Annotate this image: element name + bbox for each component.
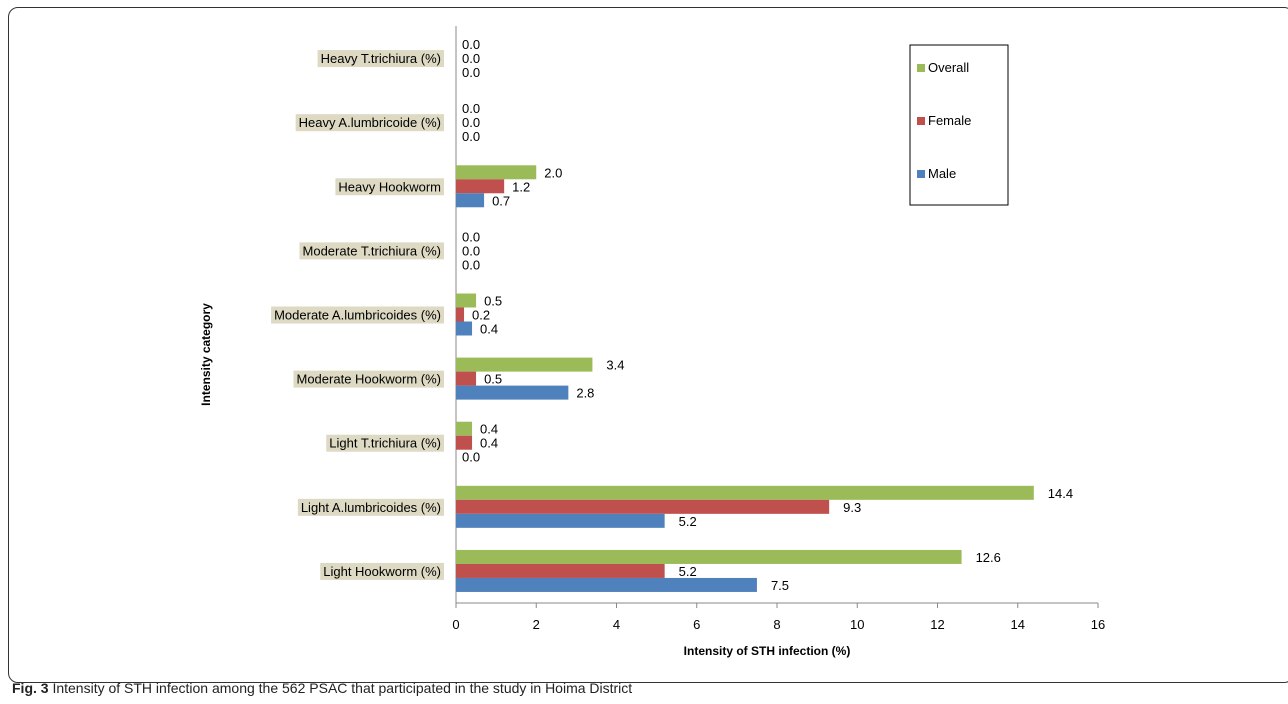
legend-label-female: Female [928,113,971,128]
x-tick-label: 4 [613,617,620,632]
data-label-male: 7.5 [771,578,789,593]
x-tick-label: 14 [1011,617,1025,632]
data-label-female: 0.0 [462,115,480,130]
data-label-female: 0.2 [472,308,490,323]
bar-overall [456,485,1034,500]
x-tick-label: 6 [693,617,700,632]
data-label-male: 5.2 [679,514,697,529]
legend-label-male: Male [928,166,956,181]
bar-male [456,321,473,336]
bar-female [456,435,473,450]
data-label-male: 0.0 [462,129,480,144]
data-label-overall: 0.0 [462,101,480,116]
category-label-highlight [297,498,444,516]
category-label: Moderate Hookworm (%) [297,372,442,387]
legend-swatch-female [917,117,925,125]
category-label: Moderate T.trichiura (%) [303,243,441,258]
category-label: Heavy A.lumbricoide (%) [299,115,441,130]
category-label-highlight [299,242,444,260]
legend-box [909,44,1009,206]
bar-male [456,385,569,400]
category-label: Light Hookworm (%) [323,564,441,579]
data-label-overall: 0.0 [462,229,480,244]
data-label-overall: 3.4 [606,358,624,373]
bar-female [456,307,465,322]
data-label-overall: 0.4 [480,422,498,437]
data-label-overall: 0.5 [484,294,502,309]
data-label-female: 0.5 [484,372,502,387]
legend-label-overall: Overall [928,60,969,75]
bar-female [456,179,505,194]
data-label-male: 0.0 [462,450,480,465]
category-label-highlight [293,370,444,388]
bar-overall [456,357,593,372]
x-tick-label: 12 [930,617,944,632]
category-label: Heavy T.trichiura (%) [321,51,441,66]
bar-overall [456,165,537,180]
category-label-highlight [317,50,444,68]
data-label-female: 0.0 [462,51,480,66]
data-label-male: 0.7 [492,193,510,208]
figure-caption-label: Fig. 3 [12,680,49,696]
x-tick-label: 16 [1091,617,1105,632]
bar-female [456,499,830,514]
category-label: Light T.trichiura (%) [329,436,441,451]
bar-male [456,193,485,208]
data-label-female: 1.2 [512,179,530,194]
data-label-female: 9.3 [843,500,861,515]
category-label-highlight [335,178,444,196]
category-label-highlight [326,434,444,452]
bar-female [456,371,477,386]
x-tick-label: 2 [533,617,540,632]
bar-male [456,577,757,592]
bar-male [456,513,665,528]
bar-overall [456,421,473,436]
data-label-female: 0.0 [462,243,480,258]
legend-swatch-male [917,170,925,178]
y-axis-title: Intensity category [199,303,213,406]
data-label-male: 0.0 [462,257,480,272]
x-tick-label: 0 [452,617,459,632]
bar-overall [456,549,962,564]
figure-caption: Fig. 3 Intensity of STH infection among … [12,680,632,696]
data-label-male: 0.4 [480,322,498,337]
data-label-female: 5.2 [679,564,697,579]
bar-overall [456,293,477,308]
category-label-highlight [320,562,444,580]
figure-frame [8,7,1288,683]
category-label-highlight [271,306,444,324]
x-axis-title: Intensity of STH infection (%) [684,644,851,658]
data-label-male: 0.0 [462,65,480,80]
category-label: Moderate A.lumbricoides (%) [274,308,441,323]
bar-female [456,563,665,578]
data-label-overall: 2.0 [544,165,562,180]
data-label-female: 0.4 [480,436,498,451]
category-label: Light A.lumbricoides (%) [301,500,441,515]
data-label-overall: 12.6 [976,550,1001,565]
data-label-overall: 0.0 [462,37,480,52]
x-tick-label: 8 [773,617,780,632]
figure-caption-text: Intensity of STH infection among the 562… [52,680,633,696]
bar-chart: 0 2 4 6 8 10 12 14 16 Light Hookworm (%) 12.6 5.2 7.… [199,26,1105,658]
legend-swatch-overall [917,64,925,72]
data-label-male: 2.8 [576,386,594,401]
category-label-highlight [295,114,444,132]
x-tick-label: 10 [850,617,864,632]
category-label: Heavy Hookworm [338,179,441,194]
data-label-overall: 14.4 [1048,486,1073,501]
